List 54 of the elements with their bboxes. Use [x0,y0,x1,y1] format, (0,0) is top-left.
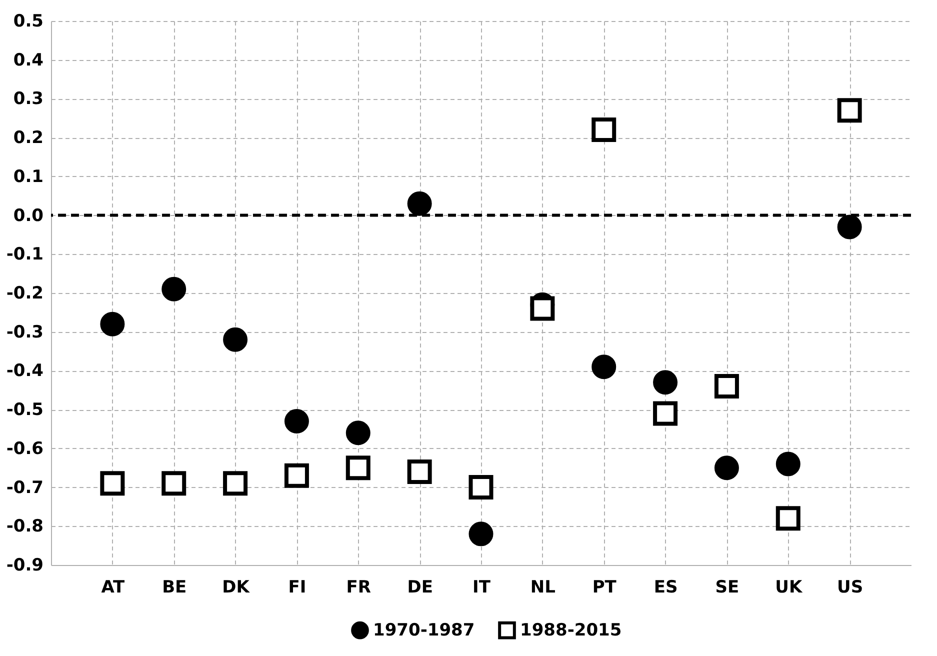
point [162,471,186,496]
point [100,312,125,336]
point [468,522,494,546]
point [837,98,862,123]
point [714,456,739,480]
point [223,327,248,352]
x-tick-label: FR [346,578,371,598]
legend-label: 1988-2015 [520,620,622,640]
point [653,370,678,395]
x-tick-label: DK [222,578,250,598]
x-tick-label: SE [715,578,740,598]
x-tick-label: US [837,578,864,598]
y-tick-label: -0.2 [6,284,44,304]
y-tick-label: -0.7 [6,478,44,498]
point [346,420,370,446]
y-tick-label: -0.3 [6,322,44,342]
point [407,459,432,484]
point [346,456,370,480]
point [592,118,616,142]
y-tick-label: -0.5 [6,400,44,420]
x-tick-label: IT [472,578,491,598]
y-tick-label: 0.0 [13,206,44,226]
point [468,475,494,500]
y-tick-label: -0.9 [6,556,44,576]
x-tick-label: NL [530,578,556,598]
y-tick-label: 0.2 [13,128,44,148]
x-tick-label: DE [407,578,433,598]
point [284,409,309,434]
y-tick-label: 0.4 [13,50,44,70]
y-tick-label: 0.1 [13,166,44,187]
point [592,354,616,380]
point [100,471,125,496]
x-tick-label: ES [654,578,678,598]
point [837,214,862,240]
point [162,276,186,302]
point [223,471,248,496]
point [653,401,678,426]
y-tick-label: -0.6 [6,438,44,459]
point [284,463,309,488]
x-tick-label: UK [775,578,803,598]
y-tick-label: -0.1 [6,244,44,265]
x-tick-label: BE [162,578,187,598]
y-tick-label: -0.8 [6,516,44,537]
point [714,374,739,399]
point [776,506,800,531]
x-tick-label: AT [101,578,126,598]
x-tick-label: PT [592,578,617,598]
point [776,452,800,476]
point [407,191,432,216]
legend-label: 1970-1987 [373,620,475,640]
y-tick-label: 0.5 [13,12,44,32]
x-tick-label: FI [288,578,306,598]
y-tick-label: -0.4 [6,361,44,382]
y-tick-label: 0.3 [13,89,44,110]
